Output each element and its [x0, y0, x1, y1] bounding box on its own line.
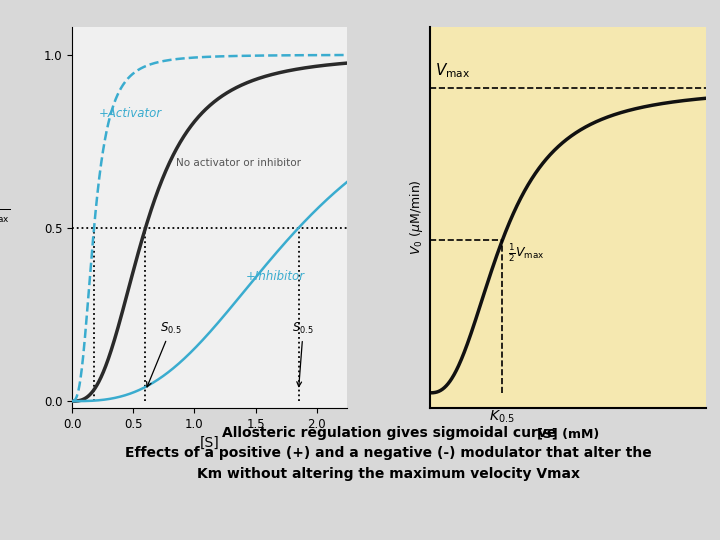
X-axis label: [S]: [S] [200, 436, 220, 450]
Text: No activator or inhibitor: No activator or inhibitor [176, 158, 301, 167]
Text: Allosteric regulation gives sigmoidal curve
Effects of a positive (+) and a nega: Allosteric regulation gives sigmoidal cu… [125, 426, 652, 481]
Text: $\frac{v_i}{V_{\mathrm{max}}}$: $\frac{v_i}{V_{\mathrm{max}}}$ [0, 195, 10, 225]
Y-axis label: $V_0\ (\mu\mathrm{M/min})$: $V_0\ (\mu\mathrm{M/min})$ [408, 180, 425, 255]
X-axis label: [S] (mM): [S] (mM) [536, 428, 599, 441]
Text: $\frac{1}{2}V_{\mathrm{max}}$: $\frac{1}{2}V_{\mathrm{max}}$ [508, 241, 544, 264]
Text: +Activator: +Activator [99, 107, 162, 120]
Text: $S_{0.5}$: $S_{0.5}$ [292, 321, 314, 387]
Text: $V_{\mathrm{max}}$: $V_{\mathrm{max}}$ [436, 62, 471, 80]
Text: $S_{0.5}$: $S_{0.5}$ [147, 321, 182, 387]
Text: +Inhibitor: +Inhibitor [246, 270, 305, 283]
Text: $K_{0.5}$: $K_{0.5}$ [490, 408, 516, 424]
